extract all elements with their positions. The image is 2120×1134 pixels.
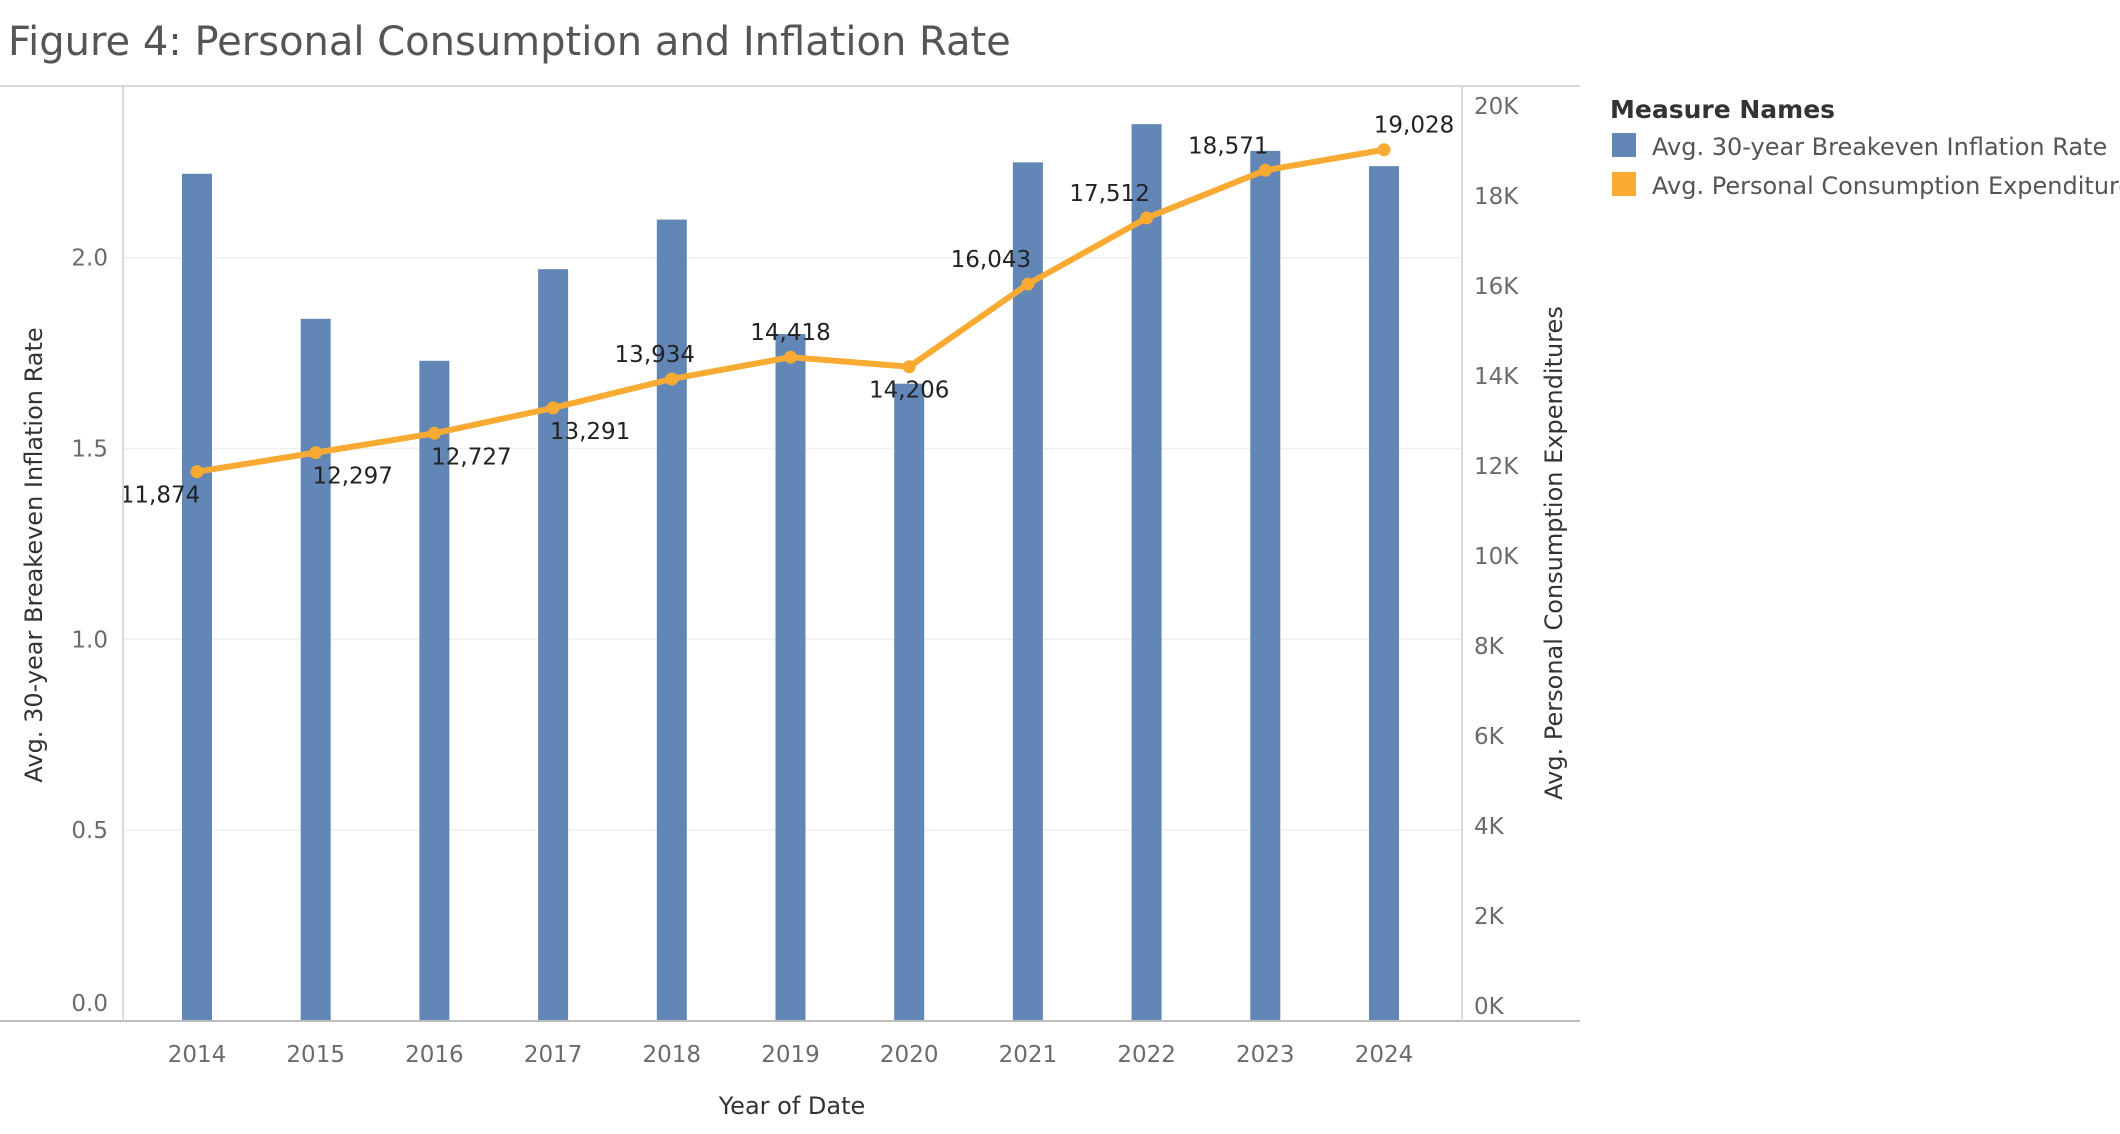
left-tick-label: 0.5 [71, 818, 108, 844]
bar-2014 [182, 173, 212, 1021]
x-tick-label: 2014 [168, 1042, 227, 1068]
legend-label-inflation: Avg. 30-year Breakeven Inflation Rate [1652, 133, 2107, 161]
x-tick-label: 2021 [999, 1042, 1058, 1068]
data-label-2018: 13,934 [615, 342, 695, 368]
plot-frame [0, 85, 1580, 1022]
x-tick-label: 2023 [1236, 1042, 1295, 1068]
left-tick-label: 0.0 [71, 991, 108, 1017]
right-axis-title: Avg. Personal Consumption Expenditures [1540, 306, 1568, 800]
data-label-2023: 18,571 [1188, 133, 1268, 159]
right-tick-label: 10K [1474, 544, 1519, 570]
bar-2016 [419, 360, 450, 1021]
x-tick-label: 2016 [405, 1042, 464, 1068]
x-tick-label: 2018 [643, 1042, 702, 1068]
right-tick-label: 18K [1474, 184, 1519, 210]
bar-2021 [1012, 162, 1043, 1021]
data-label-2019: 14,418 [750, 320, 830, 346]
x-tick-label: 2019 [761, 1042, 820, 1068]
right-tick-label: 2K [1474, 904, 1505, 930]
point-2019 [784, 350, 797, 364]
left-tick-label: 2.0 [71, 246, 108, 272]
legend-label-consumption: Avg. Personal Consumption Expenditures [1652, 172, 2120, 200]
bar-2023 [1250, 150, 1281, 1021]
legend-swatch-inflation [1612, 133, 1636, 157]
point-2016 [427, 426, 441, 440]
x-tick-label: 2020 [880, 1042, 939, 1068]
right-tick-label: 12K [1474, 454, 1519, 480]
data-label-2022: 17,512 [1069, 181, 1149, 207]
point-2020 [902, 360, 916, 374]
legend-title: Measure Names [1610, 95, 1835, 124]
right-tick-label: 20K [1474, 94, 1519, 120]
point-2015 [309, 446, 323, 460]
left-axis-ticks: 0.0 0.5 1.0 1.5 2.0 [71, 246, 108, 1017]
bar-series [182, 124, 1399, 1022]
chart-title: Figure 4: Personal Consumption and Infla… [8, 19, 1011, 65]
data-label-2015: 12,297 [312, 464, 392, 490]
right-tick-label: 16K [1474, 274, 1519, 300]
x-tick-label: 2024 [1355, 1042, 1414, 1068]
point-2017 [546, 401, 560, 415]
bar-2019 [775, 334, 806, 1021]
x-tick-label: 2022 [1117, 1042, 1176, 1068]
legend-swatch-consumption [1612, 172, 1636, 196]
right-tick-label: 6K [1474, 724, 1505, 750]
x-axis-ticks: 2014 2015 2016 2017 2018 2019 2020 2021 2022 2023… [168, 1042, 1414, 1068]
data-label-2017: 13,291 [550, 419, 630, 445]
bar-2020 [894, 383, 925, 1021]
bar-2017 [538, 269, 569, 1021]
right-tick-label: 0K [1474, 994, 1505, 1020]
left-tick-label: 1.5 [71, 437, 108, 463]
right-axis-ticks: 0K 2K 4K 6K 8K 10K 12K 14K 16K 18K 20K [1474, 94, 1519, 1020]
legend: Measure Names Avg. 30-year Breakeven Inf… [1610, 95, 2120, 200]
data-label-2024: 19,028 [1374, 113, 1454, 139]
data-label-2016: 12,727 [431, 444, 511, 470]
x-axis-title: Year of Date [718, 1092, 866, 1120]
left-axis-title: Avg. 30-year Breakeven Inflation Rate [20, 327, 48, 782]
right-tick-label: 8K [1474, 634, 1505, 660]
bar-2022 [1131, 124, 1162, 1021]
point-2024 [1377, 143, 1391, 157]
bar-2015 [300, 318, 331, 1022]
right-tick-label: 4K [1474, 814, 1505, 840]
data-label-2014: 11,874 [120, 483, 200, 509]
point-2014 [190, 465, 204, 479]
point-2021 [1021, 277, 1035, 291]
x-tick-label: 2015 [286, 1042, 345, 1068]
x-tick-label: 2017 [524, 1042, 583, 1068]
line-series: 11,874 12,297 12,727 13,291 13,934 14,418 14,2… [120, 113, 1454, 509]
point-2023 [1258, 163, 1272, 177]
data-label-2021: 16,043 [951, 247, 1031, 273]
point-2018 [665, 372, 679, 386]
bar-2018 [656, 219, 687, 1022]
bar-2024 [1369, 166, 1399, 1022]
data-label-2020: 14,206 [869, 378, 949, 404]
right-tick-label: 14K [1474, 364, 1519, 390]
point-2022 [1140, 211, 1154, 225]
left-tick-label: 1.0 [71, 627, 108, 653]
